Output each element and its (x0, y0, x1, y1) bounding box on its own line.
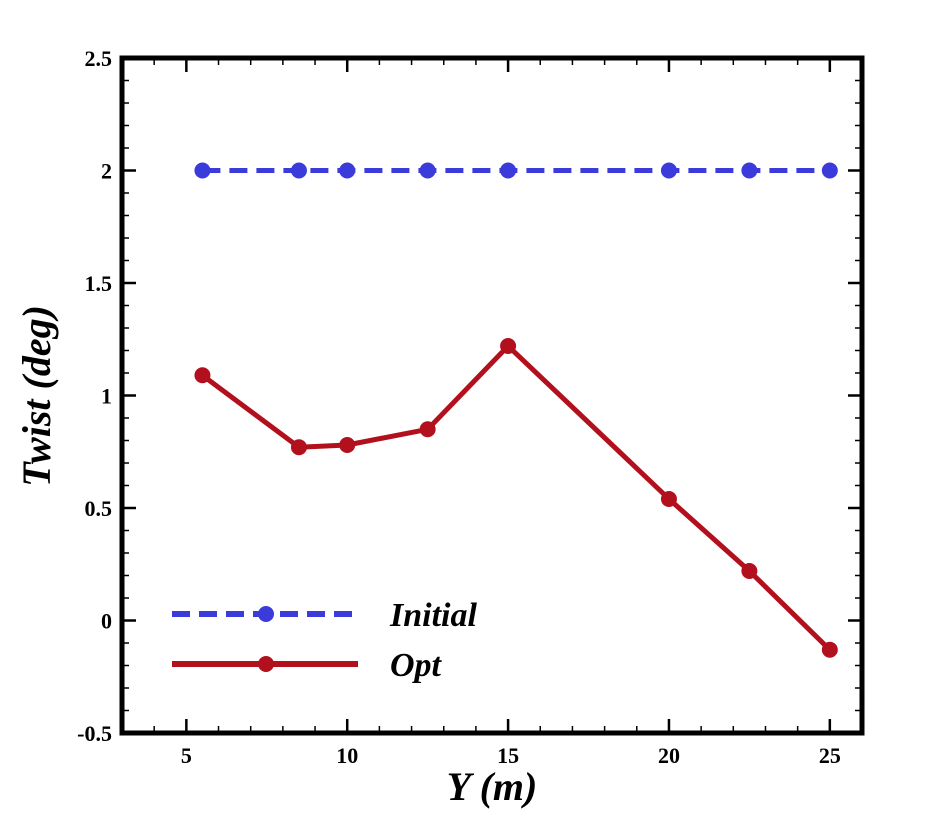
plot-frame (119, 55, 865, 736)
series-layer (194, 162, 838, 658)
series-initial (194, 162, 838, 179)
series-opt (194, 338, 838, 658)
data-point-opt (500, 338, 517, 354)
data-point-initial (660, 162, 677, 179)
y-tick-label: 2.5 (85, 46, 113, 71)
y-tick-label: 1 (101, 384, 112, 409)
data-point-initial (290, 162, 307, 179)
y-tick-label: 0 (101, 609, 112, 634)
data-point-initial (500, 162, 517, 179)
legend-entry-opt: Opt (172, 647, 443, 684)
data-point-opt (339, 437, 356, 453)
legend-label-initial: Initial (389, 597, 477, 634)
data-point-opt (821, 641, 838, 658)
x-tick-label: 25 (819, 743, 841, 768)
data-point-initial (419, 162, 436, 179)
y-tick-label: 1.5 (85, 271, 113, 296)
y-tick-label: 2 (101, 159, 112, 184)
data-point-initial (821, 162, 838, 179)
x-tick-label: 10 (336, 743, 358, 768)
y-axis-title: Twist (deg) (14, 305, 59, 487)
legend-entry-initial: Initial (172, 597, 477, 634)
data-point-opt (741, 563, 758, 579)
data-point-opt (290, 439, 307, 456)
x-tick-label: 5 (181, 743, 192, 768)
data-point-initial (339, 162, 356, 179)
y-tick-label: -0.5 (77, 721, 112, 746)
data-point-initial (741, 162, 758, 179)
y-tick-label: 0.5 (85, 496, 113, 521)
data-point-opt (194, 367, 211, 384)
legend-marker-initial (258, 606, 274, 622)
data-point-opt (660, 491, 677, 507)
x-tick-label: 20 (658, 743, 680, 768)
data-point-opt (419, 421, 436, 438)
legend-marker-opt (258, 656, 274, 672)
legend: Initial Opt (172, 597, 477, 684)
legend-label-opt: Opt (390, 647, 443, 684)
tick-labels: 5 10 15 20 25 -0.5 0 0.5 1 1.5 2 2.5 (77, 46, 841, 768)
x-tick-label: 15 (497, 743, 519, 768)
series-line-opt (200, 343, 832, 652)
x-axis-title: Y (m) (447, 764, 538, 809)
data-point-initial (194, 162, 211, 179)
